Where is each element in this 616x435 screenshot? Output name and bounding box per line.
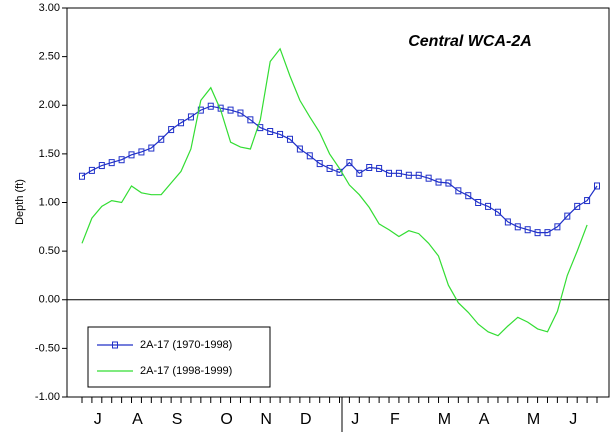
y-axis-label: Depth (ft): [14, 179, 26, 225]
point-marker: [79, 172, 85, 180]
x-tick-label: M: [527, 411, 540, 428]
point-marker: [395, 169, 402, 177]
x-tick-label: J: [94, 411, 102, 428]
point-marker: [356, 169, 363, 177]
y-tick-label: -1.00: [35, 391, 60, 403]
x-tick-label: D: [300, 411, 312, 428]
point-marker: [494, 208, 501, 216]
x-tick-label: M: [438, 411, 451, 428]
point-marker: [118, 156, 125, 164]
point-marker: [88, 166, 95, 174]
series-line: [81, 105, 598, 234]
point-marker: [158, 135, 165, 143]
point-marker: [544, 229, 551, 237]
point-marker: [296, 145, 303, 153]
point-marker: [366, 163, 373, 171]
point-marker: [128, 151, 135, 159]
point-marker: [98, 162, 105, 170]
point-marker: [386, 169, 393, 177]
point-marker: [148, 144, 155, 152]
point-marker: [277, 130, 284, 138]
y-tick-label: 2.50: [39, 51, 60, 63]
point-marker: [326, 164, 333, 172]
point-marker: [168, 126, 175, 134]
point-marker: [346, 159, 353, 167]
point-marker: [237, 109, 244, 117]
point-marker: [247, 116, 254, 124]
point-marker: [455, 187, 462, 195]
y-tick-label: 0.00: [39, 294, 60, 306]
x-tick-label: S: [172, 411, 183, 428]
point-marker: [286, 135, 293, 143]
chart-title: Central WCA-2A: [408, 33, 532, 50]
point-marker: [465, 192, 472, 200]
point-marker: [554, 223, 561, 231]
y-tick-label: -0.50: [35, 342, 60, 354]
x-tick-label: J: [569, 411, 577, 428]
legend-marker: [112, 341, 118, 349]
point-marker: [138, 148, 145, 156]
point-marker: [514, 223, 521, 231]
point-marker: [306, 152, 313, 160]
x-tick-label: A: [132, 411, 143, 428]
point-marker: [435, 178, 442, 186]
x-tick-label: N: [260, 411, 272, 428]
legend-label: 2A-17 (1970-1998): [140, 339, 232, 351]
point-marker: [485, 202, 492, 210]
x-tick-label: J: [351, 411, 359, 428]
point-marker: [445, 179, 452, 187]
x-tick-label: F: [390, 411, 400, 428]
y-tick-label: 2.00: [39, 99, 60, 111]
point-marker: [594, 182, 600, 190]
legend-label: 2A-17 (1998-1999): [140, 365, 232, 377]
point-marker: [425, 174, 432, 182]
point-marker: [178, 119, 185, 127]
y-tick-label: 1.00: [39, 196, 60, 208]
point-marker: [376, 164, 383, 172]
y-tick-label: 3.00: [39, 2, 60, 14]
series-line: [81, 47, 588, 337]
point-marker: [534, 229, 541, 237]
x-tick-label: O: [220, 411, 232, 428]
point-marker: [475, 199, 482, 206]
point-marker: [108, 159, 115, 167]
legend: [87, 326, 271, 388]
point-marker: [227, 106, 234, 114]
point-marker: [524, 226, 531, 234]
point-marker: [574, 202, 581, 210]
point-marker: [316, 160, 323, 168]
point-marker: [564, 212, 571, 220]
point-marker: [415, 171, 422, 179]
point-marker: [207, 102, 214, 110]
point-marker: [504, 218, 511, 226]
point-marker: [267, 128, 274, 136]
x-tick-label: A: [479, 411, 490, 428]
y-tick-label: 0.50: [39, 245, 60, 257]
y-tick-label: 1.50: [39, 148, 60, 160]
point-marker: [405, 171, 412, 179]
point-marker: [584, 197, 591, 205]
point-marker: [187, 113, 194, 121]
